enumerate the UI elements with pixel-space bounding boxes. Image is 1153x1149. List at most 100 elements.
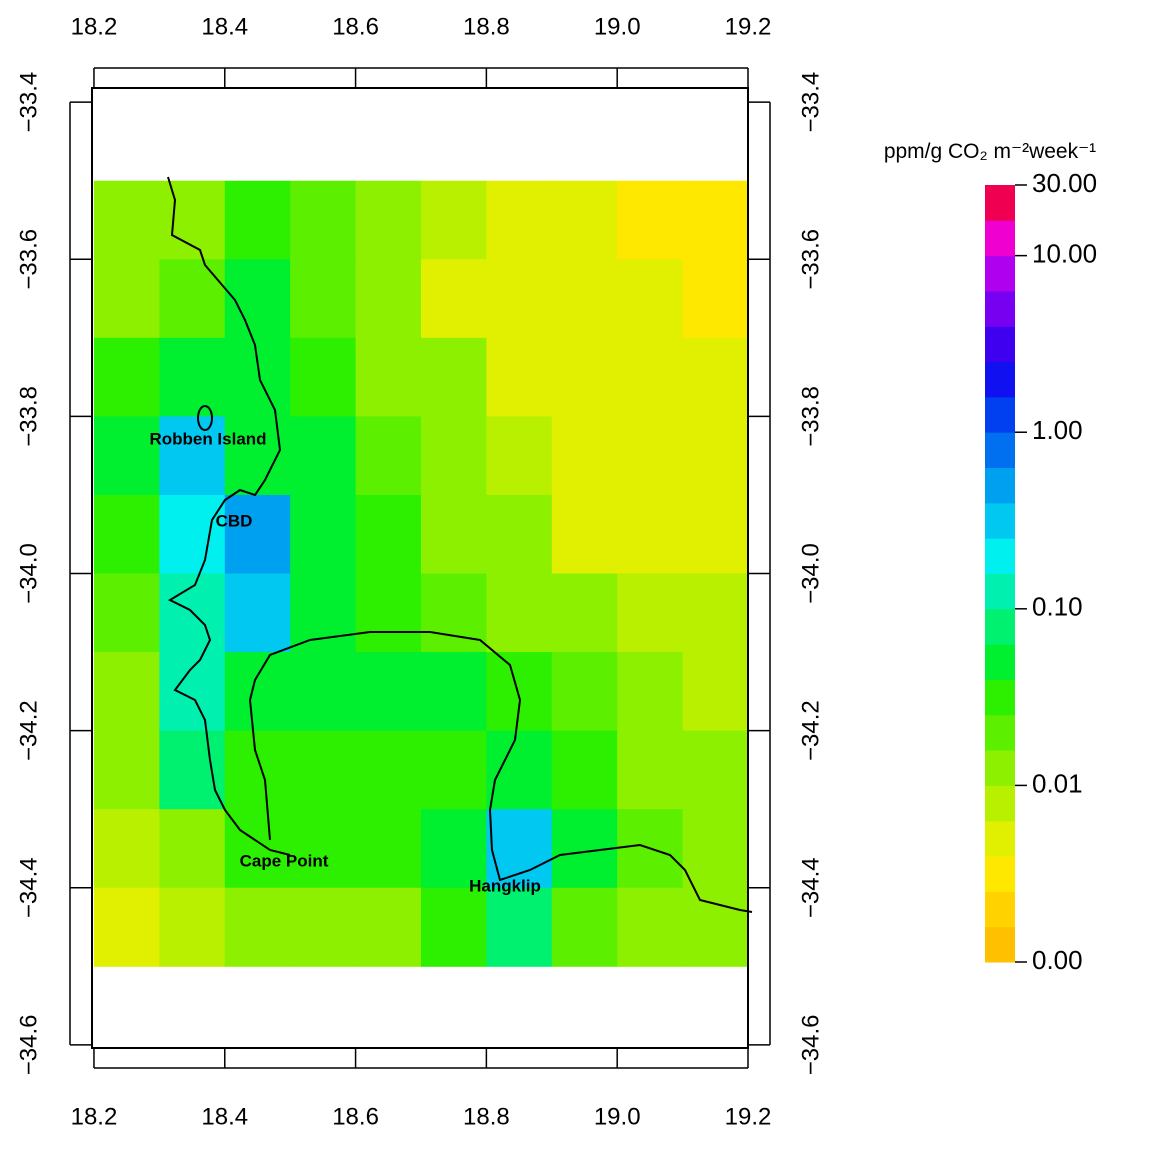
colorbar-swatch (985, 750, 1015, 786)
cell (224, 652, 291, 732)
colorbar-title: ppm/g CO₂ m⁻²week⁻¹ (884, 140, 1096, 163)
colorbar-swatch (985, 396, 1015, 433)
cell (290, 180, 357, 260)
cell (159, 180, 226, 260)
cell (617, 416, 684, 496)
cell (682, 573, 749, 653)
colorbar-tick-label: 0.00 (1032, 945, 1083, 975)
cell (224, 573, 291, 653)
x-tick-label: 18.4 (201, 1103, 248, 1130)
cell (159, 887, 226, 967)
colorbar-swatch (985, 891, 1015, 928)
annotation: Hangklip (469, 876, 541, 895)
cell (159, 259, 226, 339)
cell (682, 416, 749, 496)
cell (682, 887, 749, 967)
plot-frame (91, 87, 749, 1049)
y-tick-label: −33.4 (797, 72, 824, 133)
colorbar-swatch (985, 714, 1015, 751)
cell (355, 573, 422, 653)
colorbar-swatch (985, 220, 1015, 257)
cell (551, 573, 618, 653)
colorbar-swatch (985, 856, 1015, 892)
cell (93, 494, 160, 574)
colorbar-swatch (985, 926, 1015, 963)
cell (355, 337, 422, 417)
cell (224, 809, 291, 889)
colorbar-swatch (985, 502, 1015, 539)
cell (355, 652, 422, 732)
cell (617, 730, 684, 810)
cell (420, 809, 487, 889)
cell (355, 809, 422, 889)
cell (93, 887, 160, 967)
y-tick-label: −34.0 (797, 543, 824, 604)
cell (486, 494, 553, 574)
cell (551, 180, 618, 260)
y-tick-label: −34.4 (15, 857, 42, 918)
cell (420, 887, 487, 967)
cell (420, 259, 487, 339)
cell (617, 259, 684, 339)
y-tick-label: −33.4 (15, 72, 42, 133)
cell (486, 573, 553, 653)
colorbar-swatch (985, 679, 1015, 716)
cell (159, 809, 226, 889)
cell (290, 494, 357, 574)
cell (420, 652, 487, 732)
cell (355, 730, 422, 810)
cell (551, 887, 618, 967)
colorbar-swatch (985, 538, 1015, 574)
cell (486, 809, 553, 889)
colorbar-swatch (985, 608, 1015, 645)
cell (486, 652, 553, 732)
colorbar-swatch (985, 432, 1015, 469)
cell (224, 180, 291, 260)
x-tick-label: 18.8 (463, 13, 510, 40)
cell (93, 730, 160, 810)
cell (682, 259, 749, 339)
annotation: Cape Point (240, 851, 329, 870)
cell (355, 259, 422, 339)
colorbar-swatch (985, 467, 1015, 504)
cell (290, 337, 357, 417)
y-tick-label: −33.8 (15, 386, 42, 447)
cell (290, 887, 357, 967)
cell (159, 652, 226, 732)
cell (93, 652, 160, 732)
cell (93, 573, 160, 653)
cell (617, 887, 684, 967)
cell (682, 730, 749, 810)
colorbar-tick-label: 10.00 (1032, 239, 1097, 269)
cell (551, 494, 618, 574)
annotation: Robben Island (149, 429, 266, 448)
x-tick-label: 18.2 (71, 1103, 118, 1130)
x-tick-label: 18.6 (332, 1103, 379, 1130)
cell (486, 180, 553, 260)
cell (224, 887, 291, 967)
cell (93, 259, 160, 339)
colorbar-swatch (985, 290, 1015, 327)
y-tick-label: −34.2 (15, 700, 42, 761)
x-tick-label: 19.0 (594, 13, 641, 40)
cell (551, 259, 618, 339)
colorbar-tick-label: 0.10 (1032, 592, 1083, 622)
cell (290, 730, 357, 810)
cell (420, 337, 487, 417)
raster (93, 180, 749, 967)
cell (551, 337, 618, 417)
cell (551, 416, 618, 496)
robben-island-outline (197, 405, 213, 431)
y-tick-label: −33.6 (797, 229, 824, 290)
cell (159, 494, 226, 574)
y-tick-label: −34.6 (797, 1014, 824, 1075)
cell (682, 337, 749, 417)
colorbar-swatch (985, 185, 1015, 221)
cell (420, 180, 487, 260)
cell (290, 416, 357, 496)
cell (682, 652, 749, 732)
cell (682, 180, 749, 260)
cell (617, 652, 684, 732)
cell (224, 494, 291, 574)
